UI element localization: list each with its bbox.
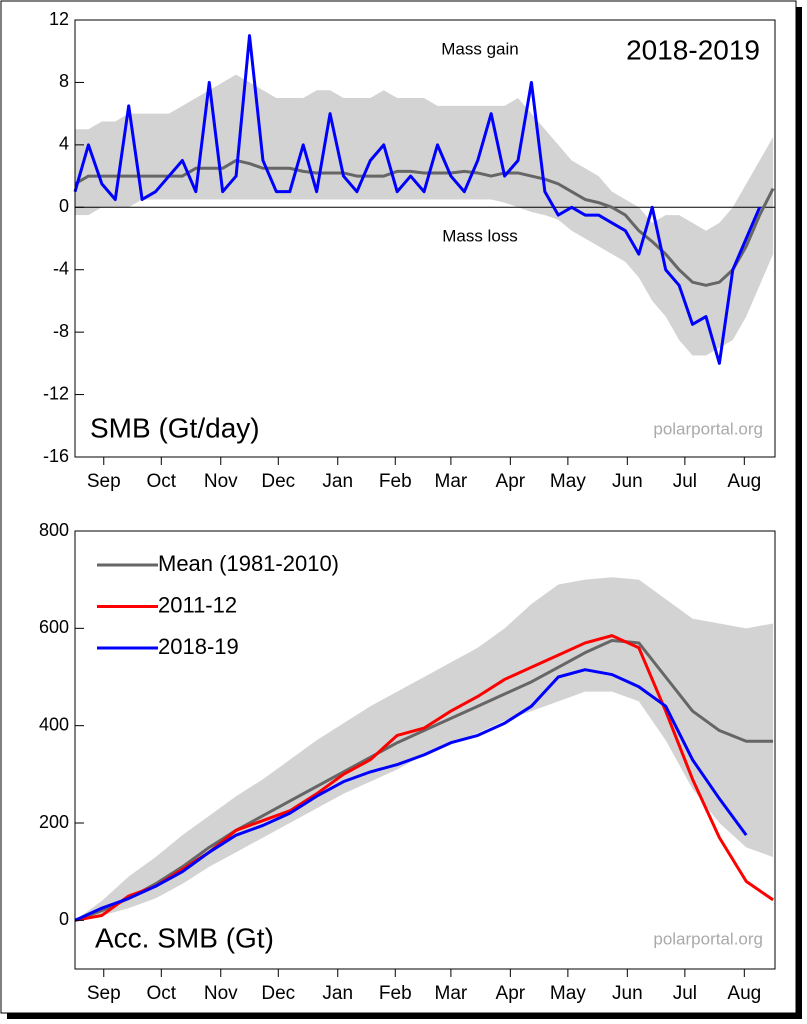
y-tick-label: 4 (59, 134, 69, 154)
x-tick-label: Jun (612, 471, 643, 492)
x-tick-label: Jan (322, 471, 353, 492)
x-tick-label: Dec (261, 983, 295, 1004)
y-tick-label: 800 (39, 520, 69, 540)
annotation: polarportal.org (653, 419, 763, 438)
x-tick-label: Apr (496, 471, 526, 492)
plot-frame (74, 530, 776, 970)
x-tick-label: Aug (727, 983, 761, 1004)
x-tick-label: Oct (147, 471, 177, 492)
x-tick-label: Mar (435, 983, 468, 1004)
x-tick-label: Oct (147, 983, 177, 1004)
y-tick-label: -16 (43, 446, 69, 466)
legend-label: 2018-19 (158, 634, 239, 659)
x-tick-label: May (550, 983, 586, 1004)
y-tick-label: 8 (59, 71, 69, 91)
series-line (73, 34, 762, 365)
x-tick-label: Feb (379, 471, 412, 492)
x-tick-label: Jul (673, 471, 697, 492)
x-tick-label: Nov (204, 471, 238, 492)
legend-label: Mean (1981-2010) (158, 551, 339, 576)
x-tick-label: Jul (673, 983, 697, 1004)
y-tick-label: 0 (59, 196, 69, 216)
annotation: polarportal.org (653, 929, 763, 948)
plot-frame (74, 19, 776, 458)
y-tick-label: 200 (39, 812, 69, 832)
y-tick-label: 600 (39, 617, 69, 637)
y-tick-label: 12 (49, 9, 69, 29)
y-tick-label: -8 (53, 321, 69, 341)
y-tick-label: -12 (43, 383, 69, 403)
annotation: Acc. SMB (Gt) (95, 922, 274, 953)
y-tick-label: 400 (39, 714, 69, 734)
y-tick-label: 0 (59, 909, 69, 929)
x-tick-label: Sep (87, 983, 121, 1004)
y-tick-label: -4 (53, 258, 69, 278)
x-tick-label: Mar (435, 471, 468, 492)
annotation: Mass loss (442, 226, 518, 245)
annotation: SMB (Gt/day) (90, 412, 260, 443)
series-line (74, 668, 748, 922)
x-tick-label: Apr (496, 983, 526, 1004)
annotation: 2018-2019 (626, 34, 760, 65)
x-tick-label: May (550, 471, 586, 492)
series-line (74, 639, 774, 922)
legend-label: 2011-12 (158, 592, 237, 617)
x-tick-label: Dec (261, 471, 295, 492)
range-band (75, 577, 774, 921)
series-line (74, 158, 775, 287)
x-tick-label: Jun (612, 983, 643, 1004)
x-tick-label: Jan (322, 983, 353, 1004)
x-tick-label: Nov (204, 983, 238, 1004)
x-tick-label: Feb (379, 983, 412, 1004)
x-tick-label: Sep (87, 471, 121, 492)
range-band (75, 74, 774, 356)
x-tick-label: Aug (727, 471, 761, 492)
annotation: Mass gain (441, 39, 518, 58)
